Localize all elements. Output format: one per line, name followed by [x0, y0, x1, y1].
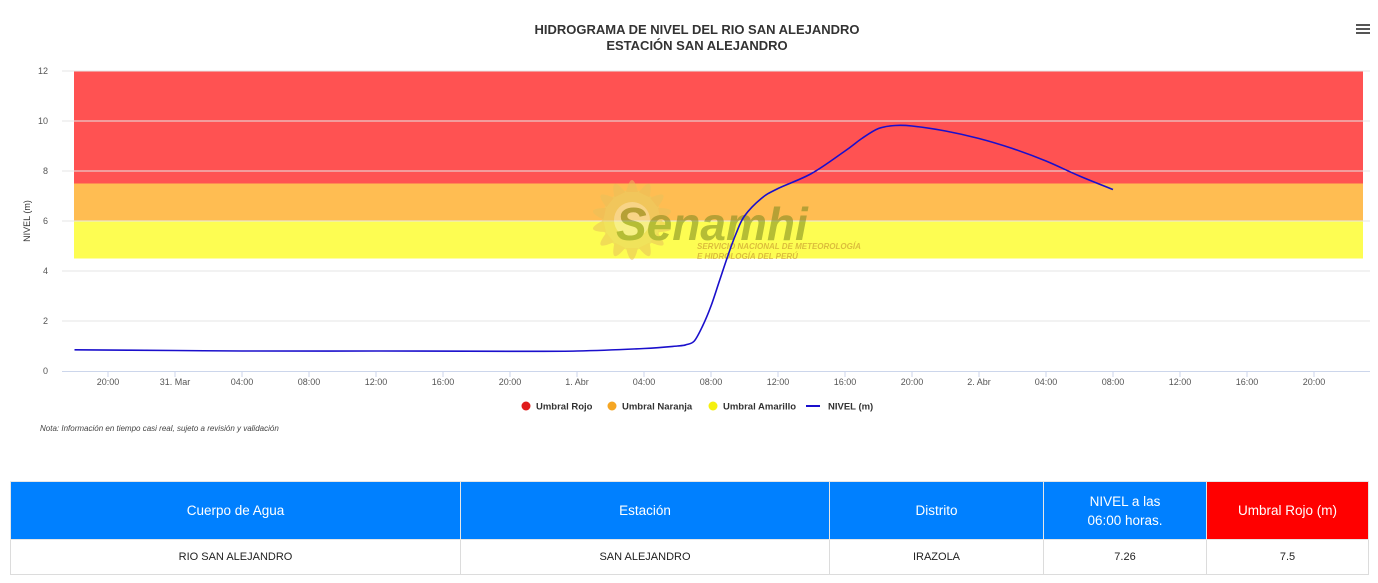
series-line-nivel[interactable]: [74, 124, 1114, 353]
y-tick-label: 6: [43, 216, 48, 226]
watermark-line1: SERVICIO NACIONAL DE METEOROLOGÍA: [697, 242, 861, 251]
legend: Umbral Rojo Umbral Naranja Umbral Amarillo…: [521, 401, 873, 413]
x-tick-label: 20:00: [97, 377, 120, 387]
sun-ray: [600, 194, 614, 208]
header-cuerpo-de-agua: Cuerpo de Agua: [10, 481, 461, 540]
cell-nivel: 7.26: [1043, 539, 1207, 575]
sun-ray: [613, 183, 626, 198]
x-tick-label: 20:00: [499, 377, 522, 387]
x-tick-label: 04:00: [231, 377, 254, 387]
table-header-row: Cuerpo de Agua Estación Distrito NIVEL a…: [10, 481, 1369, 540]
sun-ray: [638, 242, 651, 257]
header-estacion: Estación: [460, 481, 830, 540]
y-tick-label: 10: [38, 116, 48, 126]
axes: 0 2 4 6 8 10 12 20:00 31. Mar 04:00 08:00 12:00 16:0…: [38, 66, 1370, 387]
station-table: Cuerpo de Agua Estación Distrito NIVEL a…: [10, 481, 1369, 575]
sun-ray: [657, 207, 671, 220]
y-tick-label: 0: [43, 366, 48, 376]
x-tick-label: 12:00: [1169, 377, 1192, 387]
sun-ray: [657, 220, 671, 233]
cell-estacion: SAN ALEJANDRO: [460, 539, 830, 575]
header-umbral-rojo: Umbral Rojo (m): [1206, 481, 1369, 540]
sun-ray: [593, 207, 607, 220]
legend-marker[interactable]: [708, 401, 718, 411]
header-nivel-line1: NIVEL a las: [1089, 493, 1161, 509]
sun-ray: [626, 248, 638, 260]
threshold-band-2: [74, 221, 1363, 259]
x-tick-label: 16:00: [1236, 377, 1259, 387]
threshold-band-1: [74, 183, 1363, 221]
table-row: RIO SAN ALEJANDRO SAN ALEJANDRO IRAZOLA …: [10, 539, 1369, 575]
threshold-bands: [74, 71, 1363, 259]
series-layer: [74, 124, 1114, 353]
sun-logo-icon: [593, 180, 671, 260]
y-axis-title: NIVEL (m): [22, 200, 32, 242]
y-tick-label: 8: [43, 166, 48, 176]
legend-marker[interactable]: [521, 401, 531, 411]
y-tick-label: 2: [43, 316, 48, 326]
header-distrito: Distrito: [829, 481, 1044, 540]
cell-umbral-rojo: 7.5: [1206, 539, 1369, 575]
cell-cuerpo-de-agua: RIO SAN ALEJANDRO: [10, 539, 461, 575]
watermark-line2: E HIDROLOGÍA DEL PERÚ: [697, 252, 798, 261]
sun-ray: [593, 220, 607, 233]
sun-ray: [650, 232, 664, 246]
grid-lines: [62, 70, 1370, 322]
x-tick-label: 08:00: [298, 377, 321, 387]
hydrograph-chart: HIDROGRAMA DE NIVEL DEL RIO SAN ALEJANDR…: [22, 22, 1370, 413]
legend-marker[interactable]: [607, 401, 617, 411]
legend-label[interactable]: Umbral Amarillo: [723, 402, 796, 413]
chart-subtitle: ESTACIÓN SAN ALEJANDRO: [606, 38, 787, 53]
x-tick-label: 31. Mar: [160, 377, 191, 387]
watermark-brand: Senamhi: [616, 198, 809, 250]
x-tick-label: 12:00: [365, 377, 388, 387]
x-tick-label: 16:00: [432, 377, 455, 387]
x-tick-label: 1. Abr: [565, 377, 589, 387]
y-tick-label: 12: [38, 66, 48, 76]
x-tick-label: 2. Abr: [967, 377, 991, 387]
y-tick-label: 4: [43, 266, 48, 276]
x-tick-label: 20:00: [901, 377, 924, 387]
header-nivel: NIVEL a las 06:00 horas.: [1043, 481, 1207, 540]
sun-ray: [613, 242, 626, 257]
x-tick-label: 04:00: [633, 377, 656, 387]
x-tick-label: 08:00: [1102, 377, 1125, 387]
x-tick-label: 04:00: [1035, 377, 1058, 387]
header-nivel-line2: 06:00 horas.: [1087, 512, 1163, 528]
legend-label[interactable]: NIVEL (m): [828, 402, 873, 413]
cell-distrito: IRAZOLA: [829, 539, 1044, 575]
x-tick-label: 12:00: [767, 377, 790, 387]
x-tick-label: 08:00: [700, 377, 723, 387]
legend-label[interactable]: Umbral Naranja: [622, 402, 693, 413]
sun-ray: [650, 194, 664, 208]
senamhi-watermark: Senamhi SERVICIO NACIONAL DE METEOROLOGÍ…: [593, 180, 861, 261]
x-tick-label: 16:00: [834, 377, 857, 387]
hamburger-menu-icon[interactable]: [1356, 24, 1370, 38]
threshold-band-0: [74, 71, 1363, 184]
sun-ray: [600, 232, 614, 246]
sun-ray: [626, 180, 638, 192]
data-note: Nota: Información en tiempo casi real, s…: [40, 424, 279, 433]
sun-ray: [638, 183, 651, 198]
x-tick-label: 20:00: [1303, 377, 1326, 387]
chart-title: HIDROGRAMA DE NIVEL DEL RIO SAN ALEJANDR…: [534, 22, 859, 37]
legend-label[interactable]: Umbral Rojo: [536, 402, 593, 413]
